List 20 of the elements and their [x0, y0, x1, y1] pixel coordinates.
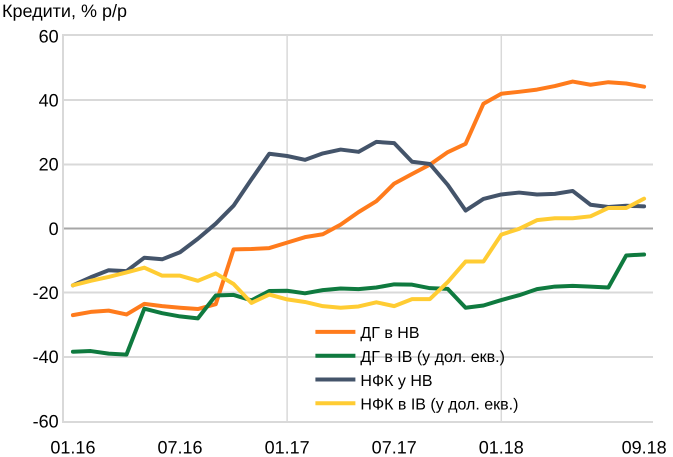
x-tick-label: 09.18 — [622, 437, 667, 457]
y-tick-label: 40 — [38, 90, 59, 110]
x-tick-label: 01.18 — [478, 437, 524, 457]
line-series — [70, 196, 646, 310]
line-series — [70, 80, 646, 318]
y-tick-label: 20 — [38, 154, 59, 175]
y-tick-label: 0 — [48, 218, 59, 239]
legend-label: НФК у НВ — [360, 372, 433, 390]
legend-label: НФК в ІВ (у дол. екв.) — [360, 396, 518, 414]
y-tick-label: -40 — [32, 347, 59, 368]
chart-title: Кредити, % р/р — [2, 1, 128, 22]
x-tick-label: 01.17 — [264, 437, 310, 457]
legend-label: ДГ в ІВ (у дол. екв.) — [360, 348, 505, 366]
y-tick-label: 60 — [38, 26, 59, 46]
y-tick-label: -60 — [32, 411, 59, 432]
y-tick-label: -20 — [32, 282, 59, 303]
x-tick-label: 01.16 — [50, 437, 96, 457]
x-tick-label: 07.16 — [157, 437, 203, 457]
x-tick-label: 07.17 — [372, 437, 417, 457]
legend-label: ДГ в НВ — [360, 325, 420, 342]
